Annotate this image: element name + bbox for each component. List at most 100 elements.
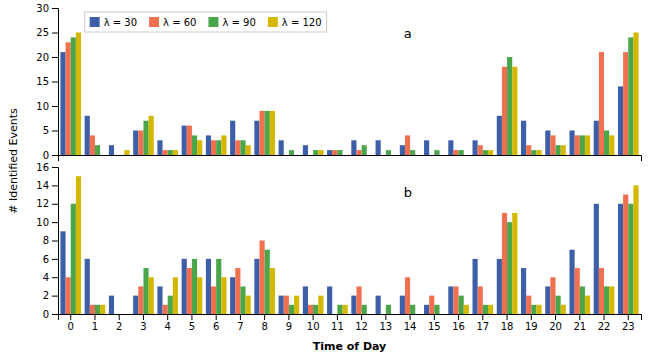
tick-mark: [52, 167, 58, 168]
bar: [71, 37, 76, 155]
tick-label: 16: [452, 321, 465, 332]
bar: [235, 140, 240, 155]
tick-label: 9: [286, 321, 292, 332]
y-tick: 25: [36, 27, 58, 38]
x-tick: 6: [213, 314, 219, 332]
tick-label: 10: [307, 321, 320, 332]
tick-label: 0: [43, 150, 49, 161]
y-axis-title: # Identified Events: [7, 108, 20, 214]
bar: [473, 259, 478, 314]
tick-label: 0: [68, 321, 74, 332]
bar: [327, 150, 332, 155]
bar: [95, 145, 100, 155]
bar: [512, 213, 517, 314]
bar: [448, 140, 453, 155]
tick-mark: [70, 314, 71, 320]
bar: [623, 52, 628, 155]
bar: [109, 296, 114, 314]
x-tick: 16: [452, 314, 465, 332]
bar: [168, 150, 173, 155]
legend-swatch: [208, 17, 218, 27]
bar: [254, 121, 259, 155]
bar: [192, 135, 197, 155]
y-tick: 2: [43, 290, 58, 301]
bar: [254, 259, 259, 314]
bar: [439, 155, 444, 156]
bar: [424, 305, 429, 314]
bar: [303, 145, 308, 155]
bar: [599, 52, 604, 155]
bar: [575, 268, 580, 314]
bar: [265, 111, 270, 155]
bar: [556, 145, 561, 155]
tick-label: 20: [549, 321, 562, 332]
bar: [594, 121, 599, 155]
bar: [585, 296, 590, 314]
bar: [410, 150, 415, 155]
bar: [343, 155, 348, 156]
tick-mark: [240, 314, 241, 320]
tick-label: 12: [36, 198, 49, 209]
tick-mark: [555, 314, 556, 320]
bar: [488, 305, 493, 314]
bar: [391, 314, 396, 315]
bar: [569, 131, 574, 156]
y-axis: 051015202530: [36, 3, 58, 161]
bar: [173, 277, 178, 314]
bar: [628, 204, 633, 314]
tick-label: 3: [140, 321, 146, 332]
y-tick: 20: [36, 52, 58, 63]
y-tick: 4: [43, 272, 58, 283]
legend: λ = 30λ = 60λ = 90λ = 120: [85, 12, 327, 32]
legend-label: λ = 90: [222, 17, 255, 28]
tick-mark: [579, 314, 580, 320]
bar: [497, 116, 502, 155]
bar: [157, 286, 162, 314]
tick-label: 16: [36, 162, 49, 173]
bar: [114, 155, 119, 156]
tick-mark: [52, 277, 58, 278]
bar: [133, 296, 138, 314]
bar: [313, 305, 318, 314]
bar: [545, 131, 550, 156]
bar: [187, 268, 192, 314]
bar: [502, 67, 507, 155]
tick-label: 30: [36, 3, 49, 14]
bar: [211, 140, 216, 155]
tick-label: 17: [476, 321, 489, 332]
tick-label: 10: [36, 217, 49, 228]
tick-mark: [52, 296, 58, 297]
tick-label: 15: [428, 321, 441, 332]
tick-label: 25: [36, 27, 49, 38]
bar: [429, 296, 434, 314]
bar: [95, 305, 100, 314]
x-tick: 12: [355, 314, 368, 332]
bar: [143, 121, 148, 155]
tick-mark: [385, 314, 386, 320]
bar: [478, 145, 483, 155]
bar: [351, 140, 356, 155]
tick-label: 6: [213, 321, 219, 332]
bar: [85, 116, 90, 155]
bar: [313, 150, 318, 155]
y-tick: 8: [43, 235, 58, 246]
bar: [230, 121, 235, 155]
tick-label: 7: [237, 321, 243, 332]
bar: [85, 259, 90, 314]
bar: [221, 277, 226, 314]
bar: [434, 305, 439, 314]
bar: [351, 296, 356, 314]
bar: [221, 135, 226, 155]
y-tick: 5: [43, 125, 58, 136]
x-tick: 3: [140, 314, 146, 332]
bar: [561, 305, 566, 314]
y-tick: 16: [36, 162, 58, 173]
bar: [206, 259, 211, 314]
bar: [66, 42, 71, 155]
bar: [429, 155, 434, 156]
bar: [168, 296, 173, 314]
bar: [521, 121, 526, 155]
bar: [109, 145, 114, 155]
y-tick: 10: [36, 101, 58, 112]
chart: 051015202530aλ = 30λ = 60λ = 90λ = 120# …: [0, 0, 651, 358]
